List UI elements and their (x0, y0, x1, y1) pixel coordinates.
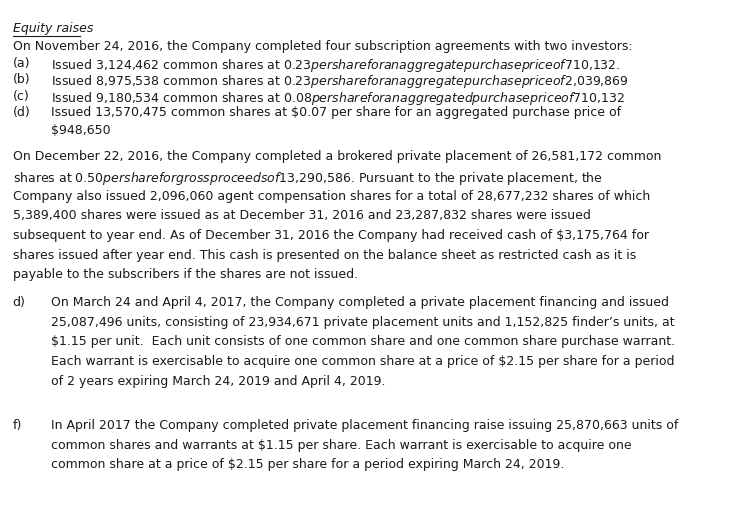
Text: On December 22, 2016, the Company completed a brokered private placement of 26,5: On December 22, 2016, the Company comple… (13, 150, 661, 163)
Text: In April 2017 the Company completed private placement financing raise issuing 25: In April 2017 the Company completed priv… (51, 419, 678, 432)
Text: Company also issued 2,096,060 agent compensation shares for a total of 28,677,23: Company also issued 2,096,060 agent comp… (13, 190, 650, 203)
Text: Issued 8,975,538 common shares at $0.23 per share for an aggregate purchase pric: Issued 8,975,538 common shares at $0.23 … (51, 74, 629, 90)
Text: Issued 13,570,475 common shares at $0.07 per share for an aggregated purchase pr: Issued 13,570,475 common shares at $0.07… (51, 107, 621, 120)
Text: Issued 9,180,534 common shares at $0.08 per share for an aggregated purchase pri: Issued 9,180,534 common shares at $0.08 … (51, 90, 625, 107)
Text: (b): (b) (13, 74, 31, 87)
Text: Each warrant is exercisable to acquire one common share at a price of $2.15 per : Each warrant is exercisable to acquire o… (51, 355, 674, 368)
Text: On March 24 and April 4, 2017, the Company completed a private placement financi: On March 24 and April 4, 2017, the Compa… (51, 296, 668, 309)
Text: 25,087,496 units, consisting of 23,934,671 private placement units and 1,152,825: 25,087,496 units, consisting of 23,934,6… (51, 316, 674, 329)
Text: On November 24, 2016, the Company completed four subscription agreements with tw: On November 24, 2016, the Company comple… (13, 40, 633, 54)
Text: of 2 years expiring March 24, 2019 and April 4, 2019.: of 2 years expiring March 24, 2019 and A… (51, 375, 385, 387)
Text: $1.15 per unit.  Each unit consists of one common share and one common share pur: $1.15 per unit. Each unit consists of on… (51, 335, 675, 349)
Text: shares issued after year end. This cash is presented on the balance sheet as res: shares issued after year end. This cash … (13, 248, 635, 261)
Text: shares at $0.50 per share for gross proceeds of $13,290,586. Pursuant to the pri: shares at $0.50 per share for gross proc… (13, 170, 603, 187)
Text: common shares and warrants at $1.15 per share. Each warrant is exercisable to ac: common shares and warrants at $1.15 per … (51, 439, 631, 452)
Text: (a): (a) (13, 57, 30, 70)
Text: (d): (d) (13, 107, 31, 120)
Text: $948,650: $948,650 (51, 123, 110, 136)
Text: common share at a price of $2.15 per share for a period expiring March 24, 2019.: common share at a price of $2.15 per sha… (51, 458, 564, 471)
Text: payable to the subscribers if the shares are not issued.: payable to the subscribers if the shares… (13, 268, 358, 281)
Text: subsequent to year end. As of December 31, 2016 the Company had received cash of: subsequent to year end. As of December 3… (13, 229, 649, 242)
Text: Equity raises: Equity raises (13, 22, 93, 35)
Text: 5,389,400 shares were issued as at December 31, 2016 and 23,287,832 shares were : 5,389,400 shares were issued as at Decem… (13, 209, 591, 222)
Text: d): d) (13, 296, 25, 309)
Text: f): f) (13, 419, 22, 432)
Text: Issued 3,124,462 common shares at $0.23 per share for an aggregate purchase pric: Issued 3,124,462 common shares at $0.23 … (51, 57, 620, 74)
Text: (c): (c) (13, 90, 29, 103)
